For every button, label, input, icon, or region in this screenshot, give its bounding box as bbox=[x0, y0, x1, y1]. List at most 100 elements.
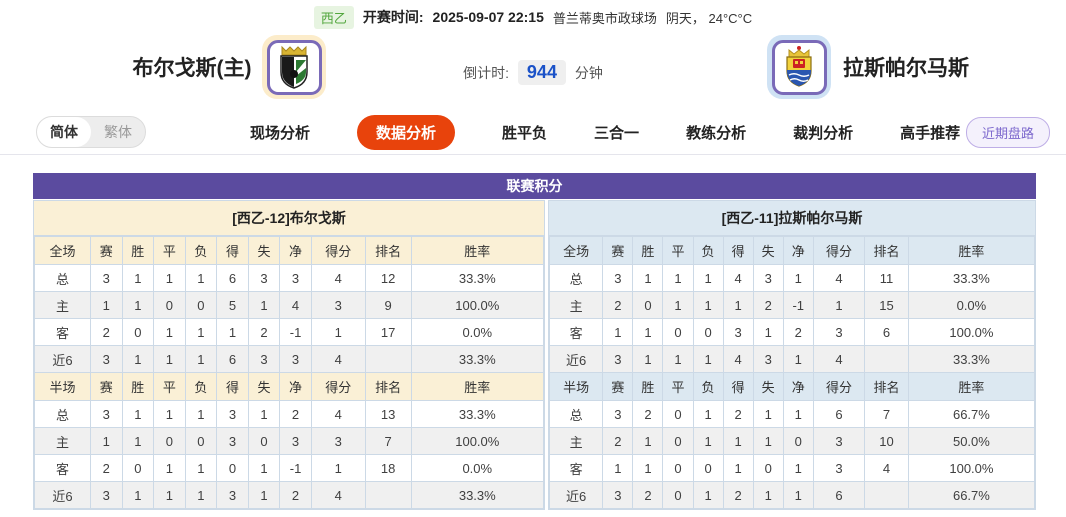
nav-tab-0[interactable]: 现场分析 bbox=[250, 124, 311, 142]
stat-cell: 1 bbox=[752, 427, 784, 455]
stat-cell: 1 bbox=[782, 454, 814, 482]
stat-cell: 2 bbox=[247, 318, 281, 346]
stat-cell: 6 bbox=[216, 264, 249, 292]
col-header: 半场 bbox=[548, 372, 604, 401]
stat-cell: 11 bbox=[864, 264, 909, 292]
table-row: 总 3 1 1 1 3 1 2 4 13 33.3% bbox=[34, 400, 545, 428]
stat-cell: 0 bbox=[632, 291, 664, 319]
stat-cell: 100.0% bbox=[907, 318, 1036, 346]
stat-cell: 2 bbox=[632, 400, 664, 428]
stat-cell: 6 bbox=[812, 481, 866, 509]
stat-cell: 3 bbox=[812, 454, 866, 482]
stat-cell: 33.3% bbox=[410, 345, 545, 373]
stat-cell: 100.0% bbox=[410, 427, 545, 455]
col-header: 得分 bbox=[310, 236, 366, 265]
nav-tab-6[interactable]: 高手推荐 bbox=[900, 124, 961, 142]
stat-cell: 1 bbox=[782, 264, 814, 292]
row-label-away: 客 bbox=[548, 318, 604, 346]
table-row: 近6 3 1 1 1 6 3 3 4 33.3% bbox=[34, 345, 545, 373]
stat-cell: 1 bbox=[247, 400, 281, 428]
stat-cell: 1 bbox=[247, 481, 281, 509]
row-label-total: 总 bbox=[548, 264, 604, 292]
stat-cell: 5 bbox=[216, 291, 249, 319]
stat-cell: 0 bbox=[662, 318, 694, 346]
lang-simplified-button[interactable]: 简体 bbox=[37, 117, 91, 147]
col-header: 净 bbox=[279, 236, 312, 265]
stat-cell: 1 bbox=[153, 264, 186, 292]
stat-cell: 2 bbox=[602, 427, 634, 455]
stat-cell: 1 bbox=[722, 427, 754, 455]
stat-cell: 2 bbox=[279, 481, 312, 509]
nav-bar: 简体 繁体 现场分析 数据分析 胜平负 三合一 教练分析 裁判分析 高手推荐 近期盘路 bbox=[0, 110, 1066, 155]
stat-cell: 0 bbox=[247, 427, 281, 455]
weather-text: 阴天， 24°C°C bbox=[665, 10, 753, 26]
stat-cell: 1 bbox=[692, 345, 724, 373]
col-header: 胜率 bbox=[907, 372, 1036, 401]
stat-cell: -1 bbox=[782, 291, 814, 319]
stat-cell: 4 bbox=[722, 264, 754, 292]
stat-cell: 0 bbox=[752, 454, 784, 482]
stat-cell: 2 bbox=[89, 318, 123, 346]
stat-cell: 3 bbox=[216, 481, 249, 509]
row-label-home: 主 bbox=[548, 291, 604, 319]
stat-cell: 1 bbox=[722, 291, 754, 319]
stat-cell: 2 bbox=[722, 481, 754, 509]
row-label-recent: 近6 bbox=[548, 481, 604, 509]
stat-cell: 1 bbox=[184, 345, 218, 373]
stat-cell: 1 bbox=[752, 318, 784, 346]
stat-cell: 66.7% bbox=[907, 400, 1036, 428]
stat-cell: 4 bbox=[310, 345, 366, 373]
stat-cell: 9 bbox=[364, 291, 412, 319]
stat-cell: 3 bbox=[279, 345, 312, 373]
nav-tab-3[interactable]: 三合一 bbox=[594, 124, 640, 142]
table-row: 客 2 0 1 1 1 2 -1 1 17 0.0% bbox=[34, 318, 545, 346]
col-header: 平 bbox=[153, 236, 186, 265]
home-team-table-header: [西乙-12]布尔戈斯 bbox=[34, 201, 544, 236]
nav-tab-1[interactable]: 数据分析 bbox=[357, 114, 456, 150]
col-header: 胜 bbox=[121, 372, 155, 401]
col-header: 负 bbox=[184, 236, 218, 265]
countdown-value: 944 bbox=[517, 60, 566, 85]
stat-cell: 100.0% bbox=[907, 454, 1036, 482]
stat-cell: 1 bbox=[602, 318, 634, 346]
table-row: 近6 3 1 1 1 4 3 1 4 33.3% bbox=[548, 345, 1036, 373]
col-header: 平 bbox=[662, 372, 694, 401]
stat-cell: 1 bbox=[782, 481, 814, 509]
col-header: 胜率 bbox=[410, 236, 545, 265]
stat-cell: 2 bbox=[782, 318, 814, 346]
stat-cell: 3 bbox=[602, 345, 634, 373]
stat-cell: 1 bbox=[153, 400, 186, 428]
row-label-total: 总 bbox=[548, 400, 604, 428]
table-row: 主 1 1 0 0 5 1 4 3 9 100.0% bbox=[34, 291, 545, 319]
stat-cell: 1 bbox=[632, 345, 664, 373]
stat-cell: 1 bbox=[216, 318, 249, 346]
stat-cell: 2 bbox=[89, 454, 123, 482]
recent-odds-button[interactable]: 近期盘路 bbox=[965, 116, 1050, 148]
venue-text: 普兰蒂奥市政球场 bbox=[552, 10, 657, 26]
stat-cell: 3 bbox=[279, 427, 312, 455]
stat-cell: 6 bbox=[864, 318, 909, 346]
col-header: 得分 bbox=[812, 236, 866, 265]
col-header: 全场 bbox=[34, 236, 91, 265]
stat-cell: 1 bbox=[184, 481, 218, 509]
stat-cell: 3 bbox=[89, 264, 123, 292]
stat-cell: 0 bbox=[692, 454, 724, 482]
stat-cell: 3 bbox=[722, 318, 754, 346]
stat-cell: 1 bbox=[153, 454, 186, 482]
nav-tab-4[interactable]: 教练分析 bbox=[686, 124, 747, 142]
section-title: 联赛积分 bbox=[33, 173, 1036, 199]
lang-traditional-button[interactable]: 繁体 bbox=[104, 124, 132, 140]
row-label-home: 主 bbox=[34, 291, 91, 319]
stat-cell: 3 bbox=[310, 291, 366, 319]
stat-cell: 0 bbox=[121, 454, 155, 482]
stat-cell: 33.3% bbox=[907, 345, 1036, 373]
col-header: 全场 bbox=[548, 236, 604, 265]
stat-cell: 0 bbox=[662, 481, 694, 509]
nav-tab-5[interactable]: 裁判分析 bbox=[793, 124, 854, 142]
language-toggle[interactable]: 简体 繁体 bbox=[36, 116, 146, 148]
stat-cell: 4 bbox=[722, 345, 754, 373]
stat-cell: 1 bbox=[121, 264, 155, 292]
stat-cell: 3 bbox=[89, 345, 123, 373]
nav-tab-2[interactable]: 胜平负 bbox=[502, 124, 548, 142]
col-header: 失 bbox=[752, 372, 784, 401]
